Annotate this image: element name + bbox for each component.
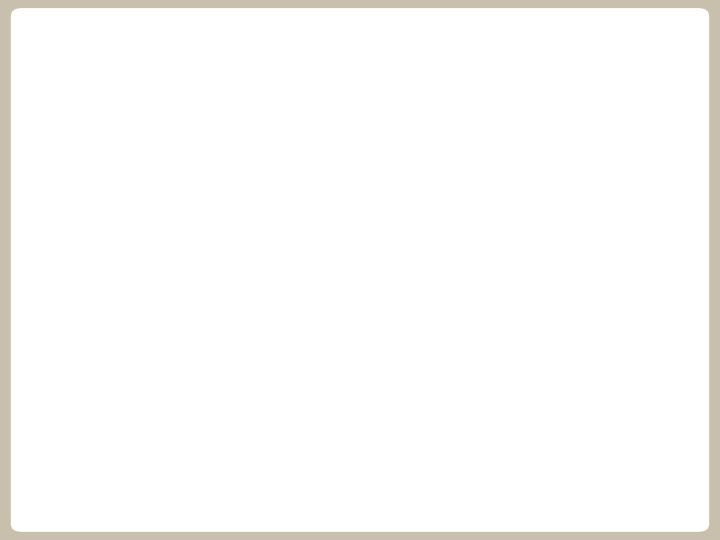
Text: Approximating Isometries: Approximating Isometries [42,42,518,76]
Text: some properties of an isometry?: some properties of an isometry? [42,422,404,442]
Bar [42,190,197,365]
Bar [388,203,543,388]
Text: g: g [268,235,282,255]
Text: Can we deform them to become isometries?: Can we deform them to become isometries? [42,92,476,111]
Text: If not, can we deform them to something having: If not, can we deform them to something … [42,400,582,420]
Text: f: f [285,290,293,310]
Bar [355,115,625,210]
Text: Neither of these maps is an isometry.: Neither of these maps is an isometry. [42,72,407,91]
